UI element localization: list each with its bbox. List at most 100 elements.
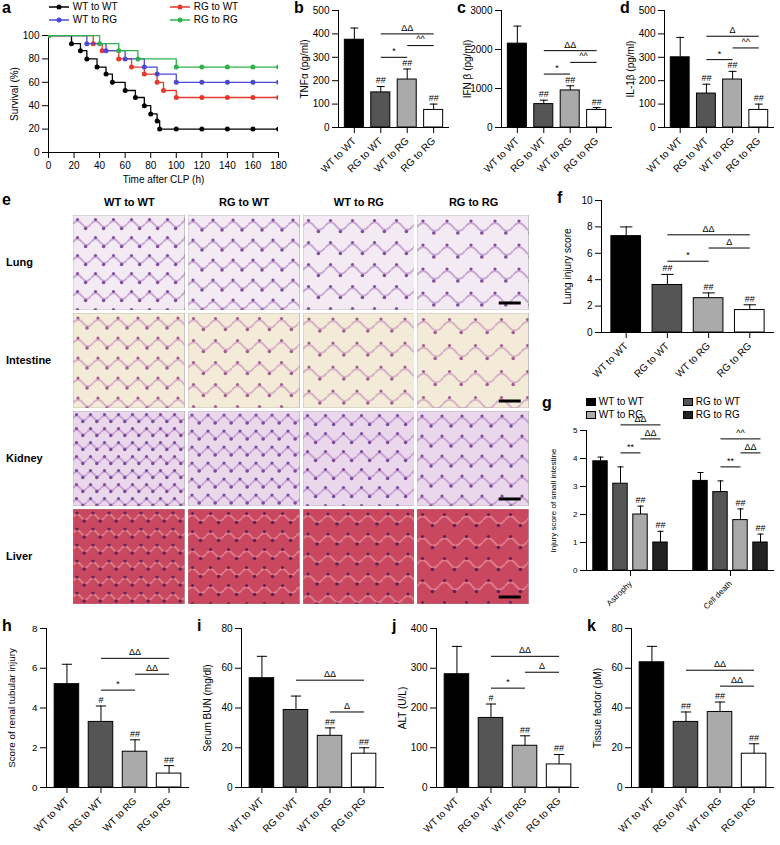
svg-text:200: 200 xyxy=(639,75,656,86)
svg-text:##: ## xyxy=(130,729,140,739)
svg-text:0: 0 xyxy=(422,782,428,793)
svg-text:##: ## xyxy=(681,701,691,711)
svg-text:*: * xyxy=(392,46,396,56)
svg-text:500: 500 xyxy=(639,5,656,16)
svg-text:2000: 2000 xyxy=(470,44,493,55)
svg-text:RG to RG: RG to RG xyxy=(329,795,368,834)
svg-text:**: ** xyxy=(627,442,635,452)
svg-text:Δ: Δ xyxy=(726,237,732,247)
svg-text:8: 8 xyxy=(32,623,38,634)
svg-text:20: 20 xyxy=(28,123,40,134)
svg-text:##: ## xyxy=(164,755,174,765)
svg-text:0: 0 xyxy=(46,160,52,171)
svg-text:*: * xyxy=(555,63,559,73)
svg-text:100: 100 xyxy=(168,160,185,171)
svg-text:300: 300 xyxy=(313,52,330,63)
svg-text:##: ## xyxy=(376,75,386,85)
svg-text:ΔΔ: ΔΔ xyxy=(731,675,743,685)
svg-text:140: 140 xyxy=(219,160,236,171)
svg-text:Cell death: Cell death xyxy=(702,579,734,611)
svg-text:ALT (U/L): ALT (U/L) xyxy=(397,687,408,729)
svg-text:40: 40 xyxy=(94,160,106,171)
svg-text:400: 400 xyxy=(639,28,656,39)
svg-text:##: ## xyxy=(325,717,335,727)
svg-text:WT to RG: WT to RG xyxy=(673,340,712,379)
svg-text:Δ: Δ xyxy=(344,701,350,711)
svg-text:120: 120 xyxy=(193,160,210,171)
svg-text:0: 0 xyxy=(34,147,40,158)
svg-text:RG to RG: RG to RG xyxy=(719,795,758,834)
svg-text:6: 6 xyxy=(587,248,593,259)
svg-text:5: 5 xyxy=(573,426,578,435)
svg-text:Δ: Δ xyxy=(730,25,736,35)
svg-text:##: ## xyxy=(520,725,530,735)
svg-text:40: 40 xyxy=(28,100,40,111)
svg-text:Injury score of small intestin: Injury score of small intestine xyxy=(549,448,558,552)
svg-text:4: 4 xyxy=(573,454,578,463)
svg-text:3000: 3000 xyxy=(470,5,493,16)
svg-text:60: 60 xyxy=(611,662,623,673)
svg-text:Score of renal tubular injury: Score of renal tubular injury xyxy=(6,648,17,768)
svg-text:160: 160 xyxy=(245,160,262,171)
svg-text:##: ## xyxy=(565,75,575,85)
svg-text:WT to WT: WT to WT xyxy=(590,340,629,379)
svg-text:400: 400 xyxy=(313,28,330,39)
svg-text:Time after CLP (h): Time after CLP (h) xyxy=(123,174,205,185)
svg-text:RG to RG: RG to RG xyxy=(524,795,563,834)
svg-text:IL-1β (pg/ml): IL-1β (pg/ml) xyxy=(625,41,636,98)
svg-text:0: 0 xyxy=(617,782,623,793)
svg-text:##: ## xyxy=(701,73,711,83)
svg-text:200: 200 xyxy=(411,702,428,713)
svg-text:RG to WT: RG to WT xyxy=(66,795,105,834)
svg-text:6: 6 xyxy=(32,662,38,673)
svg-text:1000: 1000 xyxy=(470,83,493,94)
svg-text:RG to WT: RG to WT xyxy=(455,795,494,834)
svg-text:0: 0 xyxy=(650,122,656,133)
svg-text:##: ## xyxy=(754,93,764,103)
svg-text:Astrophy: Astrophy xyxy=(605,579,634,608)
svg-text:60: 60 xyxy=(120,160,132,171)
svg-text:RG to WT: RG to WT xyxy=(260,795,299,834)
svg-text:Serum BUN (mg/dl): Serum BUN (mg/dl) xyxy=(202,664,213,751)
svg-text:10: 10 xyxy=(581,195,593,206)
svg-text:^^: ^^ xyxy=(579,51,588,61)
svg-text:4: 4 xyxy=(32,702,38,713)
svg-text:##: ## xyxy=(592,96,602,106)
svg-text:RG to RG: RG to RG xyxy=(398,135,437,174)
svg-text:##: ## xyxy=(749,733,759,743)
svg-text:0: 0 xyxy=(324,122,330,133)
svg-text:##: ## xyxy=(715,691,725,701)
svg-text:180: 180 xyxy=(270,160,287,171)
svg-text:##: ## xyxy=(728,60,738,70)
svg-text:ΔΔ: ΔΔ xyxy=(519,645,531,655)
svg-text:60: 60 xyxy=(221,662,233,673)
svg-text:#: # xyxy=(488,693,493,703)
svg-text:##: ## xyxy=(662,263,672,273)
svg-text:100: 100 xyxy=(23,30,40,41)
svg-text:60: 60 xyxy=(28,77,40,88)
svg-text:ΔΔ: ΔΔ xyxy=(129,647,141,657)
svg-text:ΔΔ: ΔΔ xyxy=(634,414,646,424)
svg-text:ΔΔ: ΔΔ xyxy=(714,659,726,669)
svg-text:*: * xyxy=(506,677,510,687)
svg-text:ΔΔ: ΔΔ xyxy=(324,669,336,679)
svg-text:RG to RG: RG to RG xyxy=(724,135,763,174)
svg-text:^^: ^^ xyxy=(736,428,745,438)
svg-text:WT to RG: WT to RG xyxy=(295,795,334,834)
svg-text:80: 80 xyxy=(611,623,623,634)
svg-text:*: * xyxy=(718,49,722,59)
svg-text:500: 500 xyxy=(313,5,330,16)
svg-text:0: 0 xyxy=(587,327,593,338)
svg-text:40: 40 xyxy=(221,702,233,713)
svg-text:20: 20 xyxy=(68,160,80,171)
svg-text:0: 0 xyxy=(32,782,38,793)
svg-text:TNFα (pg/ml): TNFα (pg/ml) xyxy=(299,39,310,98)
svg-text:300: 300 xyxy=(411,662,428,673)
svg-text:2: 2 xyxy=(573,510,578,519)
svg-text:ΔΔ: ΔΔ xyxy=(146,663,158,673)
svg-text:##: ## xyxy=(539,89,549,99)
svg-text:##: ## xyxy=(359,737,369,747)
svg-text:WT to RG: WT to RG xyxy=(100,795,138,833)
svg-text:100: 100 xyxy=(313,98,330,109)
svg-text:3: 3 xyxy=(573,482,578,491)
